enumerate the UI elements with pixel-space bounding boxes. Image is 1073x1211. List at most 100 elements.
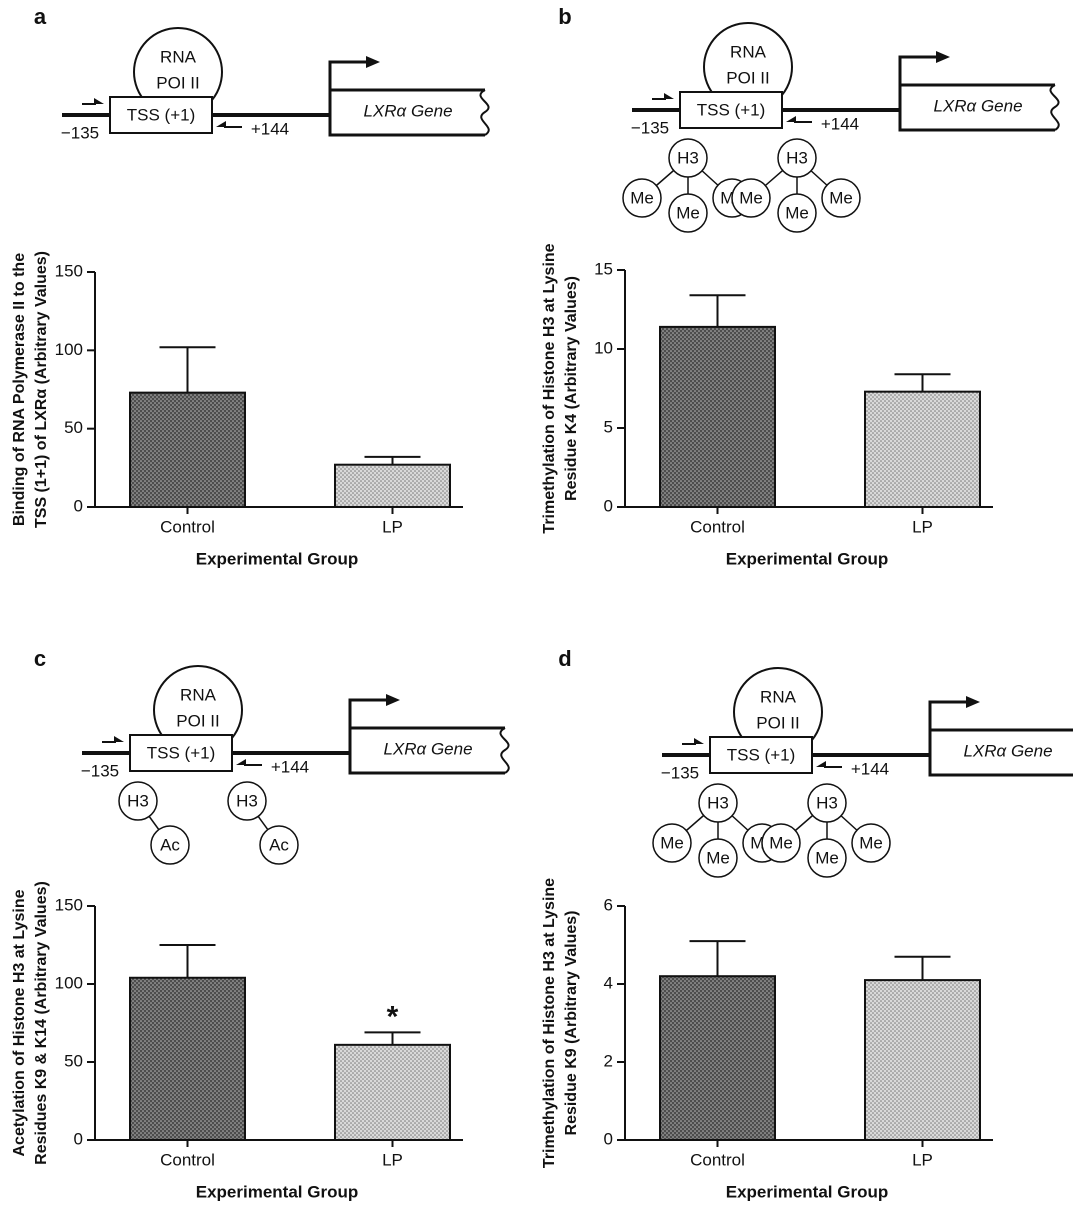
tss-arrow xyxy=(900,57,940,85)
panel-label: a xyxy=(34,4,47,29)
bar xyxy=(660,976,775,1140)
figure: aRNAPOI IITSS (+1)−135+144LXRα Gene05010… xyxy=(0,0,1073,1211)
x-axis-title: Experimental Group xyxy=(196,1182,358,1201)
y-tick-label: 150 xyxy=(55,895,83,914)
modification-label: Me xyxy=(829,188,853,207)
x-tick-label: LP xyxy=(912,517,933,536)
modification-label: Me xyxy=(660,833,684,852)
primer-head xyxy=(816,761,826,767)
y-axis-title: TSS (1+1) of LXRα (Arbitrary Values) xyxy=(33,251,50,528)
gene-label: LXRα Gene xyxy=(383,739,472,758)
primer-head xyxy=(786,116,796,122)
histone-label: H3 xyxy=(127,791,149,810)
x-tick-label: LP xyxy=(382,517,403,536)
gene-end xyxy=(500,728,508,773)
modification-label: Me xyxy=(769,833,793,852)
significance-marker: * xyxy=(387,1000,399,1033)
polymerase-label: RNA xyxy=(180,685,217,704)
y-tick-label: 50 xyxy=(64,1051,83,1070)
y-axis-title: Binding of RNA Polymerase II to the xyxy=(11,253,28,526)
primer-head xyxy=(236,759,246,765)
histone-label: H3 xyxy=(677,148,699,167)
polymerase-label: RNA xyxy=(160,47,197,66)
tss-label: TSS (+1) xyxy=(127,105,196,124)
primer-head xyxy=(694,738,704,744)
gene-end xyxy=(480,90,488,135)
y-axis-title: Residues K9 & K14 (Arbitrary Values) xyxy=(33,881,50,1165)
upstream-label: −135 xyxy=(661,763,699,782)
downstream-label: +144 xyxy=(251,119,289,138)
modification-label: Ac xyxy=(269,835,289,854)
tss-arrow-head xyxy=(386,694,400,706)
x-tick-label: Control xyxy=(690,517,745,536)
tss-arrow-head xyxy=(366,56,380,68)
gene-end xyxy=(1050,85,1058,130)
y-tick-label: 100 xyxy=(55,973,83,992)
tss-arrow xyxy=(350,700,390,728)
y-tick-label: 150 xyxy=(55,261,83,280)
tss-label: TSS (+1) xyxy=(697,100,766,119)
polymerase-label: POI II xyxy=(156,73,199,92)
page: aRNAPOI IITSS (+1)−135+144LXRα Gene05010… xyxy=(0,0,1073,1211)
panel-label: d xyxy=(558,646,571,671)
upstream-label: −135 xyxy=(61,123,99,142)
modification-label: Me xyxy=(859,833,883,852)
modification-label: Me xyxy=(785,203,809,222)
y-tick-label: 50 xyxy=(64,418,83,437)
y-tick-label: 10 xyxy=(594,338,613,357)
tss-label: TSS (+1) xyxy=(727,745,796,764)
primer-head xyxy=(94,98,104,104)
polymerase-label: RNA xyxy=(760,687,797,706)
panel-label: b xyxy=(558,4,571,29)
upstream-label: −135 xyxy=(631,118,669,137)
x-tick-label: Control xyxy=(690,1150,745,1169)
histone-label: H3 xyxy=(236,791,258,810)
downstream-label: +144 xyxy=(271,757,309,776)
x-axis-title: Experimental Group xyxy=(726,1182,888,1201)
y-tick-label: 5 xyxy=(604,417,613,436)
tss-arrow-head xyxy=(936,51,950,63)
y-tick-label: 4 xyxy=(604,973,613,992)
x-axis-title: Experimental Group xyxy=(196,549,358,568)
downstream-label: +144 xyxy=(851,759,889,778)
schematic: RNAPOI IITSS (+1)−135+144LXRα GeneH3AcH3… xyxy=(81,666,509,864)
x-tick-label: LP xyxy=(382,1150,403,1169)
y-axis-title: Trimethylation of Histone H3 at Lysine xyxy=(541,878,558,1168)
polymerase-label: POI II xyxy=(726,68,769,87)
x-tick-label: Control xyxy=(160,517,215,536)
histone-label: H3 xyxy=(786,148,808,167)
bar xyxy=(865,392,980,507)
bar xyxy=(660,327,775,507)
gene-label: LXRα Gene xyxy=(363,101,452,120)
upstream-label: −135 xyxy=(81,761,119,780)
primer-head xyxy=(114,736,124,742)
bar xyxy=(335,465,450,507)
polymerase-label: POI II xyxy=(176,711,219,730)
bar xyxy=(865,980,980,1140)
y-tick-label: 100 xyxy=(55,340,83,359)
modification-label: Me xyxy=(739,188,763,207)
modification-label: Me xyxy=(815,848,839,867)
y-tick-label: 0 xyxy=(604,496,613,515)
y-tick-label: 0 xyxy=(74,496,83,515)
polymerase-label: RNA xyxy=(730,42,767,61)
bar xyxy=(130,393,245,507)
y-tick-label: 6 xyxy=(604,895,613,914)
x-tick-label: Control xyxy=(160,1150,215,1169)
y-axis-title: Trimethylation of Histone H3 at Lysine xyxy=(541,243,558,533)
histone-label: H3 xyxy=(707,793,729,812)
histone-label: H3 xyxy=(816,793,838,812)
primer-head xyxy=(216,121,226,127)
x-tick-label: LP xyxy=(912,1150,933,1169)
tss-arrow-head xyxy=(966,696,980,708)
gene-label: LXRα Gene xyxy=(933,96,1022,115)
panel-label: c xyxy=(34,646,46,671)
y-tick-label: 15 xyxy=(594,259,613,278)
schematic: RNA POI II TSS (+1) −135 +144 LXRα Gene xyxy=(61,28,489,142)
y-axis-title: Acetylation of Histone H3 at Lysine xyxy=(11,889,28,1156)
bar xyxy=(130,978,245,1140)
tss-arrow xyxy=(930,702,970,730)
modification-label: Me xyxy=(630,188,654,207)
